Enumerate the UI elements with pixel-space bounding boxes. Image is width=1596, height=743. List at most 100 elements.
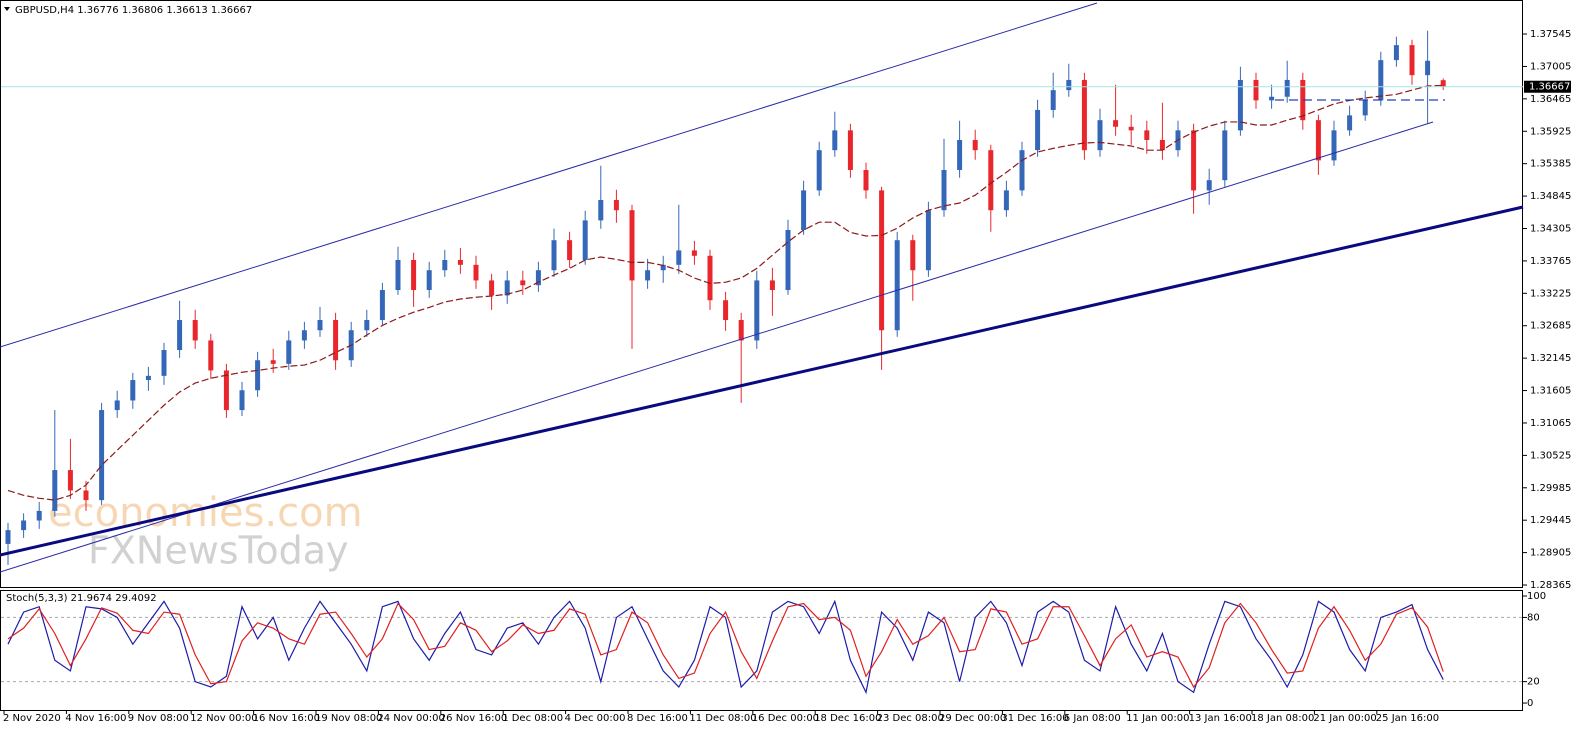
y-tick-label: 100 <box>1527 591 1546 602</box>
y-tick-label: 1.37005 <box>1530 61 1571 72</box>
candle-body <box>161 350 167 376</box>
menu-arrow <box>4 7 10 11</box>
candle-body <box>925 210 931 271</box>
candle-body <box>691 250 697 256</box>
candle-body <box>1425 60 1431 76</box>
candle-body <box>1315 120 1321 161</box>
candle-body <box>1347 115 1353 131</box>
candle-body <box>145 375 151 381</box>
x-tick-label: 12 Nov 00:00 <box>190 713 257 724</box>
candle-body <box>1113 120 1119 127</box>
stoch-line <box>7 602 1444 689</box>
candle-body <box>816 150 822 191</box>
candle-body <box>1003 190 1009 211</box>
candle-body <box>785 229 791 291</box>
candle-body <box>364 320 370 331</box>
candle-body <box>504 280 510 296</box>
candle-body <box>457 260 463 265</box>
candle-body <box>317 320 323 331</box>
candle-body <box>239 390 245 411</box>
candle-body <box>442 260 448 271</box>
y-tick-label: 1.29445 <box>1530 515 1571 526</box>
candle-body <box>660 264 666 271</box>
x-tick-label: 23 Dec 08:00 <box>877 713 944 724</box>
x-tick-label: 18 Dec 16:00 <box>814 713 881 724</box>
candle-body <box>738 320 744 341</box>
candle-body <box>535 270 541 286</box>
x-tick-label: 24 Nov 00:00 <box>377 713 444 724</box>
y-tick-label: 1.35925 <box>1530 126 1571 137</box>
candle-body <box>832 130 838 151</box>
candle-body <box>255 360 261 391</box>
x-tick-label: 13 Jan 16:00 <box>1189 713 1252 724</box>
x-tick-label: 6 Jan 08:00 <box>1064 713 1121 724</box>
candle-body <box>1019 150 1025 191</box>
plot <box>1 30 1523 565</box>
candle-body <box>723 300 729 321</box>
candle-body <box>1050 90 1056 110</box>
candle-body <box>894 240 900 331</box>
moving-average <box>7 84 1444 501</box>
y-tick-label: 1.34845 <box>1530 191 1571 202</box>
x-tick-label: 16 Dec 00:00 <box>752 713 819 724</box>
candle-body <box>863 169 869 191</box>
price-label-box <box>1524 80 1571 93</box>
trend-line <box>0 205 1524 557</box>
candle-body <box>99 410 105 501</box>
candle-body <box>52 470 58 511</box>
y-tick-label: 1.32145 <box>1530 353 1571 364</box>
candle-body <box>270 360 276 364</box>
candle-body <box>582 220 588 261</box>
y-tick-label: 1.33225 <box>1530 288 1571 299</box>
candle-body <box>114 400 120 411</box>
candle-body <box>769 280 775 291</box>
candle-body <box>489 280 495 296</box>
candle-body <box>177 320 183 351</box>
candle-body <box>645 270 651 281</box>
main-frame <box>0 0 1523 588</box>
candle-body <box>551 240 557 271</box>
candle-body <box>1237 79 1243 131</box>
y-tick-label: 80 <box>1527 612 1540 623</box>
stoch-line <box>7 599 1444 695</box>
x-tick-label: 1 Dec 08:00 <box>502 713 563 724</box>
x-tick-label: 11 Jan 00:00 <box>1126 713 1189 724</box>
y-tick-label: 1.37545 <box>1530 29 1571 40</box>
candle-body <box>1035 109 1041 151</box>
y-tick-label: 1.36465 <box>1530 94 1571 105</box>
x-tick-label: 2 Nov 2020 <box>3 713 61 724</box>
x-tick-label: 19 Nov 08:00 <box>315 713 382 724</box>
y-tick-label: 1.35385 <box>1530 159 1571 170</box>
candle-body <box>1378 60 1384 101</box>
y-tick-label: 1.30525 <box>1530 450 1571 461</box>
y-tick-label: 1.28365 <box>1530 580 1571 591</box>
candle-body <box>957 139 963 170</box>
y-tick-label: 1.31605 <box>1530 386 1571 397</box>
candle-body <box>1393 45 1399 61</box>
candle-body <box>286 340 292 364</box>
candle-body <box>598 199 604 221</box>
candle-body <box>67 470 73 491</box>
candle-body <box>223 370 229 411</box>
candle-body <box>1253 79 1259 101</box>
candle-body <box>941 169 947 211</box>
x-tick-label: 18 Jan 08:00 <box>1251 713 1314 724</box>
stoch-header: Stoch(5,3,3) 21.9674 29.4092 <box>6 593 157 604</box>
candle-body <box>1269 96 1275 101</box>
candle-body <box>301 330 307 341</box>
candle-body <box>36 510 42 521</box>
candle-body <box>1144 130 1150 140</box>
x-tick-label: 26 Nov 16:00 <box>440 713 507 724</box>
x-tick-label: 16 Nov 16:00 <box>253 713 320 724</box>
candle-body <box>754 280 760 341</box>
candle-body <box>83 490 89 501</box>
candle-body <box>707 255 713 301</box>
x-tick-label: 9 Nov 08:00 <box>128 713 189 724</box>
candle-body <box>1081 79 1087 151</box>
candle-body <box>567 240 573 261</box>
candle-body <box>1362 100 1368 116</box>
candle-body <box>5 530 11 544</box>
y-tick-label: 1.28905 <box>1530 548 1571 559</box>
candle-body <box>1300 79 1306 121</box>
candle-body <box>1440 80 1446 87</box>
